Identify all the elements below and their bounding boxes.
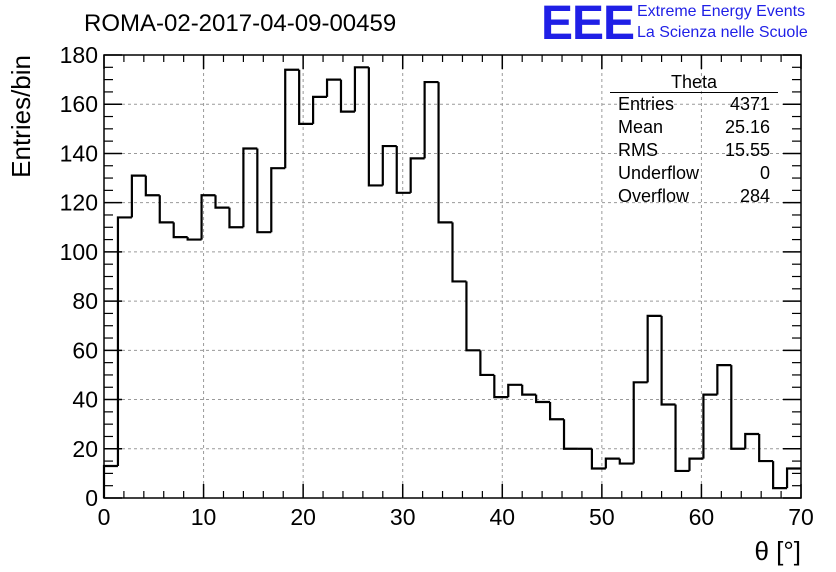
histogram-bin [172,222,188,239]
y-tick-label: 60 [72,337,98,363]
x-tick-label: 10 [191,504,217,530]
histogram-bin [758,434,774,463]
x-tick-label: 70 [788,504,814,530]
histogram-bin [535,394,551,404]
y-tick-label: 140 [60,140,98,166]
y-tick-label: 40 [72,387,98,413]
stats-label: Overflow [618,186,690,206]
histogram-bin [144,175,160,197]
histogram-bin [284,68,300,169]
histogram-bin [618,458,634,465]
histogram-bin [200,194,216,240]
histogram-bin [702,393,718,459]
stats-value: 25.16 [724,117,770,137]
logo-line-1: Extreme Energy Events [637,3,806,20]
stats-row-entries: Entries 4371 [610,93,778,116]
histogram-bin [339,79,355,113]
x-tick-label: 20 [290,504,316,530]
histogram-bin [130,174,146,218]
stats-value: 4371 [729,94,770,114]
y-tick-label: 180 [60,42,98,68]
stats-row-underflow: Underflow 0 [610,162,778,185]
logo-line-2: La Scienza nelle Scuole [637,24,808,41]
stats-box: Theta Entries 4371 Mean 25.16 RMS 15.55 … [610,72,778,208]
histogram-bin [493,374,509,399]
histogram-bin [298,69,314,126]
histogram-bin [590,448,606,470]
histogram-bars [102,66,801,498]
histogram-bin [521,384,537,396]
stats-title: Theta [610,72,778,93]
histogram-bin [744,432,760,449]
y-tick-label: 80 [72,288,98,314]
histogram-bin [674,404,690,473]
histogram-bin [381,144,397,186]
histogram-bin [562,419,578,450]
histogram-bin [785,467,801,489]
histogram-bin [465,281,481,352]
eee-logo: EEE [541,0,635,50]
histogram-bin [716,364,732,395]
histogram-bin [102,464,118,498]
stats-value: 15.55 [724,140,770,160]
x-tick-label: 30 [390,504,416,530]
y-tick-labels: 0 20 40 60 80 100 120 140 160 180 [60,42,98,511]
x-tick-labels: 0 10 20 30 40 50 60 70 [98,504,814,530]
stats-label: Underflow [618,163,700,183]
x-tick-label: 40 [489,504,515,530]
histogram-bin [660,315,676,406]
histogram-bin [646,314,662,383]
x-tick-label: 50 [589,504,615,530]
histogram-bin [214,195,230,209]
histogram-bin [270,167,286,233]
stats-value: 284 [739,186,770,206]
stats-row-overflow: Overflow 284 [610,185,778,208]
y-tick-label: 160 [60,91,98,117]
x-tick-label: 0 [98,504,111,530]
histogram-bin [256,148,272,234]
histogram-bin [158,195,174,224]
stats-row-mean: Mean 25.16 [610,116,778,139]
chart-title: ROMA-02-2017-04-09-00459 [84,10,397,37]
axis-ticks [103,54,802,499]
y-tick-label: 120 [60,190,98,216]
y-tick-label: 0 [85,485,98,511]
y-tick-label: 20 [72,436,98,462]
histogram-bin [772,461,788,490]
stats-label: Mean [618,117,664,137]
histogram-bin [395,146,411,194]
histogram-bin [479,350,495,377]
histogram-bin [312,95,328,124]
histogram-bin [730,365,746,450]
histogram-bin [409,157,425,193]
stats-label: Entries [618,94,675,114]
stats-value: 0 [759,163,770,183]
histogram-bin [437,82,453,224]
histogram-bin [367,67,383,187]
histogram-bin [632,381,648,464]
x-axis-label: θ [°] [754,536,801,566]
histogram-bin [423,80,439,159]
histogram-bin [451,222,467,283]
histogram-bin [604,457,620,469]
histogram-bin [116,216,132,467]
x-tick-label: 60 [689,504,715,530]
histogram-bin [325,78,341,97]
histogram-bin [507,383,523,398]
histogram-bin [186,237,202,241]
stats-row-rms: RMS 15.55 [610,139,778,162]
stats-label: RMS [618,140,658,160]
histogram-bin [688,457,704,471]
histogram-bin [548,402,565,421]
y-axis-label: Entries/bin [6,55,36,178]
histogram-bin [228,207,244,229]
y-tick-label: 100 [60,239,98,265]
histogram-bin [242,147,258,228]
histogram-bin [353,66,369,112]
